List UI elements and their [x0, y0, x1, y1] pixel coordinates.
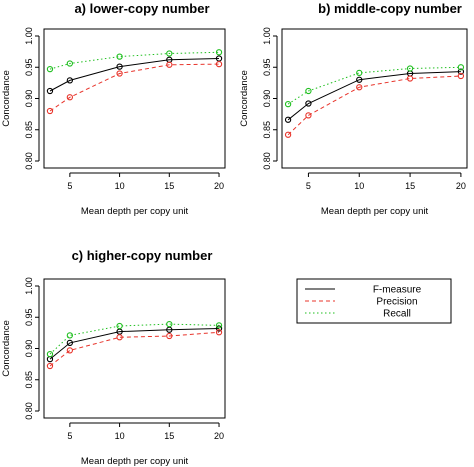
x-tick-label: 10 [354, 181, 364, 191]
x-tick-label: 5 [67, 181, 72, 191]
panel-title: a) lower-copy number [74, 1, 209, 16]
data-point-p [116, 334, 123, 341]
data-point-f [457, 68, 465, 75]
data-point-r [166, 320, 173, 328]
data-point-p [284, 131, 292, 138]
data-point-p [406, 75, 414, 82]
data-point-r [66, 332, 74, 339]
data-point-r [356, 69, 363, 77]
data-point-f [356, 76, 363, 83]
y-tick-label: 0.85 [262, 121, 272, 139]
data-point-r [406, 65, 414, 72]
y-tick-label: 0.85 [24, 371, 34, 389]
y-tick-label: 0.90 [262, 90, 272, 108]
data-point-r [116, 53, 123, 60]
x-tick-label: 10 [115, 181, 125, 191]
data-point-p [215, 60, 223, 68]
data-point-r [457, 64, 465, 71]
data-point-p [305, 112, 312, 119]
x-tick-label: 20 [214, 431, 224, 441]
data-point-f [46, 87, 54, 95]
x-axis-label: Mean depth per copy unit [81, 456, 189, 467]
data-point-r [166, 50, 173, 57]
data-point-p [116, 70, 123, 77]
series-line-r [49, 323, 220, 355]
data-point-r [215, 49, 223, 56]
panel-title: c) higher-copy number [72, 248, 213, 263]
y-axis-label: Concordance [239, 70, 250, 127]
x-tick-label: 15 [164, 431, 174, 441]
panel-b-middle-copy-number: b) middle-copy number 0.80 0.85 0.90 0.95 1.0… [239, 1, 468, 217]
legend-label-r: Recall [383, 309, 411, 320]
data-point-p [66, 347, 74, 354]
data-point-f [305, 100, 312, 107]
data-point-f [116, 63, 123, 70]
plot-frame [43, 28, 226, 169]
series-line-r [287, 66, 461, 105]
y-tick-label: 1.00 [24, 277, 34, 295]
data-point-p [356, 84, 363, 91]
data-point-f [66, 77, 74, 84]
y-tick-label: 1.00 [262, 27, 272, 45]
data-point-r [46, 350, 54, 358]
x-tick-label: 5 [67, 431, 72, 441]
y-axis-label: Concordance [1, 320, 12, 377]
series-line-p [49, 331, 220, 367]
legend-label-p: Precision [376, 297, 417, 308]
series-line-r [49, 51, 220, 70]
y-axis-label: Concordance [1, 70, 12, 127]
x-tick-label: 15 [405, 181, 415, 191]
series-line-f [49, 328, 220, 360]
data-point-p [46, 362, 54, 370]
x-tick-label: 20 [456, 181, 466, 191]
panel-a-lower-copy-number: a) lower-copy number 0.80 0.85 0.90 0.95 1.00… [1, 1, 226, 217]
panel-title: b) middle-copy number [318, 1, 462, 16]
data-point-p [166, 332, 173, 340]
series-line-p [287, 75, 461, 136]
y-tick-label: 0.95 [262, 58, 272, 76]
y-tick-label: 0.80 [262, 152, 272, 170]
y-tick-label: 0.85 [24, 121, 34, 139]
y-tick-label: 0.90 [24, 90, 34, 108]
data-point-p [66, 94, 74, 101]
plot-frame [281, 28, 468, 169]
y-tick-label: 0.95 [24, 58, 34, 76]
data-point-f [215, 325, 223, 332]
panel-c-higher-copy-number: c) higher-copy number 0.80 0.85 0.90 0.95 1.0… [1, 248, 226, 467]
data-point-f [46, 355, 54, 363]
x-tick-label: 10 [115, 431, 125, 441]
x-axis-label: Mean depth per copy unit [81, 206, 189, 217]
y-tick-label: 0.80 [24, 402, 34, 420]
data-point-f [66, 339, 74, 347]
data-point-r [46, 65, 54, 73]
plot-frame [43, 278, 226, 419]
data-point-r [284, 100, 292, 108]
data-point-p [46, 107, 54, 115]
y-tick-label: 0.90 [24, 340, 34, 358]
data-point-f [284, 116, 292, 123]
data-point-r [215, 322, 223, 329]
x-tick-label: 5 [306, 181, 311, 191]
series-line-f [287, 71, 461, 121]
data-point-r [66, 60, 74, 67]
data-point-r [116, 322, 123, 330]
legend-label-f: F-measure [373, 285, 422, 296]
x-tick-label: 20 [214, 181, 224, 191]
data-point-p [166, 61, 173, 68]
y-tick-label: 0.95 [24, 308, 34, 326]
data-point-p [457, 72, 465, 80]
series-line-f [49, 58, 220, 92]
y-tick-label: 1.00 [24, 27, 34, 45]
data-point-r [305, 87, 312, 95]
x-axis-label: Mean depth per copy unit [321, 206, 429, 217]
series-line-p [49, 63, 220, 112]
x-tick-label: 15 [164, 181, 174, 191]
data-point-p [215, 329, 223, 336]
y-tick-label: 0.80 [24, 152, 34, 170]
